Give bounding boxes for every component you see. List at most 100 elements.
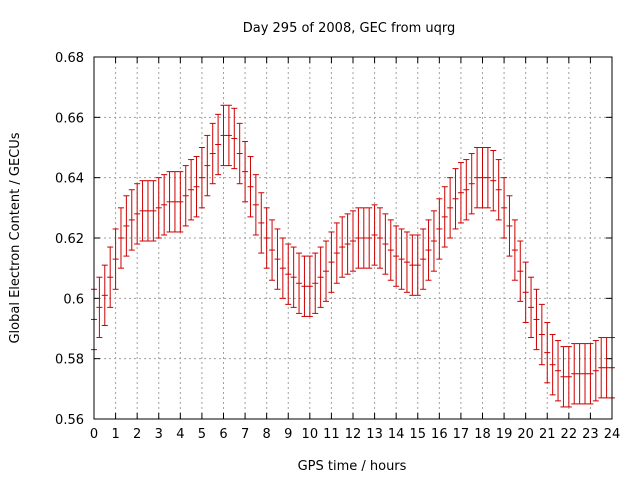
error-bar-point: [592, 340, 599, 402]
error-bar-point: [447, 177, 454, 239]
x-tick-label: 16: [431, 427, 448, 442]
error-bar-point: [387, 219, 394, 281]
error-bar-point: [279, 237, 286, 299]
x-tick-label: 20: [517, 427, 534, 442]
x-tick-label: 11: [323, 427, 340, 442]
error-bar-point: [301, 255, 308, 317]
error-bar-point: [112, 228, 119, 290]
x-tick-label: 12: [345, 427, 362, 442]
error-bar-point: [398, 228, 405, 290]
error-bar-point: [128, 189, 135, 251]
error-bar-point: [376, 207, 383, 269]
x-tick-label: 21: [539, 427, 556, 442]
error-bar-point: [323, 240, 330, 302]
error-bar-point: [587, 343, 594, 405]
x-tick-label: 22: [561, 427, 578, 442]
error-bar-point: [236, 122, 243, 185]
error-bar-point: [598, 337, 605, 399]
error-bar-point: [252, 174, 259, 236]
x-tick-label: 0: [90, 427, 98, 442]
y-tick-label: 0.64: [55, 172, 84, 187]
error-bar-point: [560, 346, 567, 408]
error-bar-point: [517, 240, 524, 302]
y-tick-label: 0.6: [63, 292, 84, 307]
error-bar-point: [274, 228, 281, 290]
error-bar-point: [371, 204, 378, 266]
x-tick-label: 18: [474, 427, 491, 442]
error-bar-point: [312, 252, 319, 314]
error-bar-point: [306, 255, 313, 317]
error-bar-point: [490, 150, 497, 212]
error-bar-point: [188, 159, 195, 221]
error-bar-point: [198, 147, 205, 209]
error-bar-point: [333, 222, 340, 284]
axis-ticks: 0 1 2 3 4 5 6 7 8 9 10 11 12 13 14 15 16 17 18 19 20 21 22 23 24…: [55, 51, 620, 442]
error-bar-point: [544, 321, 551, 384]
error-bar-point: [144, 180, 151, 242]
y-tick-label: 0.58: [55, 353, 84, 368]
error-bar-point: [344, 213, 351, 275]
error-bar-point: [155, 177, 162, 239]
error-bar-point: [220, 104, 227, 167]
error-bar-point: [382, 213, 389, 275]
x-tick-label: 6: [219, 427, 227, 442]
error-bar-point: [350, 210, 356, 272]
chart-title: Day 295 of 2008, GEC from uqrg: [243, 21, 456, 36]
error-bar-point: [101, 264, 108, 326]
error-bar-point: [484, 147, 491, 209]
error-bar-point: [506, 195, 513, 257]
error-bar-point: [538, 303, 545, 366]
x-tick-label: 4: [176, 427, 184, 442]
error-bar-point: [549, 334, 556, 396]
x-tick-label: 3: [155, 427, 163, 442]
error-bar-point: [360, 207, 367, 269]
error-bar-point: [166, 171, 173, 233]
y-tick-label: 0.68: [55, 51, 84, 66]
error-bar-point: [452, 168, 459, 230]
plot-frame: [93, 56, 613, 420]
error-bar-point: [436, 198, 443, 260]
error-bar-point: [474, 147, 481, 209]
error-bar-point: [225, 104, 232, 167]
error-bar-point: [269, 219, 276, 281]
error-bar-point: [409, 234, 416, 296]
error-bar-point: [161, 174, 168, 236]
error-bar-point: [96, 276, 103, 339]
x-tick-label: 2: [133, 427, 141, 442]
error-bar-point: [296, 252, 303, 314]
error-bar-point: [355, 207, 362, 269]
error-bar-point: [582, 343, 589, 405]
error-bar-point: [177, 171, 184, 233]
error-bar-point: [565, 346, 572, 408]
error-bar-point: [511, 219, 518, 281]
error-bar-point: [479, 147, 486, 209]
error-bar-point: [134, 183, 141, 245]
error-bar-point: [366, 207, 373, 269]
error-bar-point: [528, 276, 535, 339]
error-bar-point: [501, 177, 508, 239]
error-bar-point: [123, 195, 130, 257]
x-tick-label: 15: [409, 427, 426, 442]
error-bar-point: [139, 180, 146, 242]
error-bar-point: [231, 107, 238, 170]
error-bar-point: [495, 159, 502, 221]
error-bar-series: [91, 104, 615, 408]
x-tick-label: 24: [604, 427, 621, 442]
error-bar-point: [463, 159, 470, 221]
error-bar-point: [420, 228, 427, 290]
error-bar-point: [204, 134, 211, 197]
x-tick-label: 19: [496, 427, 513, 442]
error-bar-point: [263, 207, 270, 269]
error-bar-point: [430, 210, 437, 272]
error-bar-point: [285, 243, 292, 305]
error-bar-point: [571, 343, 578, 405]
error-bar-point: [555, 340, 562, 402]
error-bar-point: [522, 261, 529, 323]
error-bar-point: [247, 156, 254, 218]
x-tick-label: 7: [241, 427, 249, 442]
error-bar-point: [393, 225, 400, 287]
error-bar-point: [209, 122, 216, 185]
error-bar-point: [339, 216, 346, 278]
error-bar-point: [258, 192, 265, 254]
error-bar-point: [414, 234, 421, 296]
